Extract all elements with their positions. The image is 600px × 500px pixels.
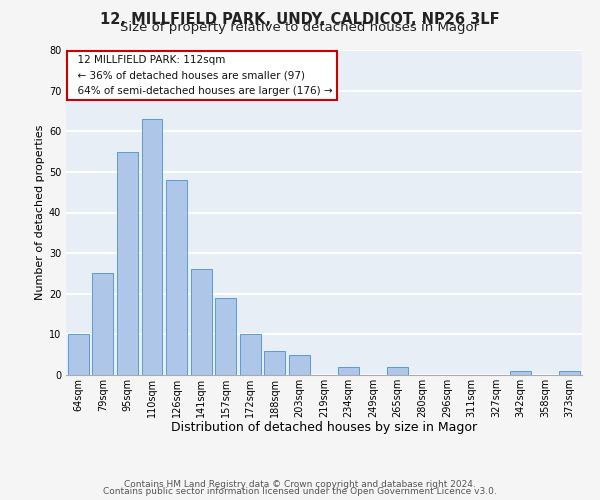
Text: Contains public sector information licensed under the Open Government Licence v3: Contains public sector information licen…: [103, 488, 497, 496]
Bar: [265, 350, 286, 375]
Bar: [240, 334, 261, 375]
Y-axis label: Number of detached properties: Number of detached properties: [35, 125, 44, 300]
Bar: [92, 274, 113, 375]
Bar: [117, 152, 138, 375]
Text: 12, MILLFIELD PARK, UNDY, CALDICOT, NP26 3LF: 12, MILLFIELD PARK, UNDY, CALDICOT, NP26…: [100, 12, 500, 28]
Bar: [387, 367, 408, 375]
Bar: [559, 371, 580, 375]
X-axis label: Distribution of detached houses by size in Magor: Distribution of detached houses by size …: [171, 422, 477, 434]
Bar: [215, 298, 236, 375]
Bar: [142, 119, 163, 375]
Text: 12 MILLFIELD PARK: 112sqm
  ← 36% of detached houses are smaller (97)
  64% of s: 12 MILLFIELD PARK: 112sqm ← 36% of detac…: [71, 55, 333, 96]
Bar: [68, 334, 89, 375]
Text: Contains HM Land Registry data © Crown copyright and database right 2024.: Contains HM Land Registry data © Crown c…: [124, 480, 476, 489]
Text: Size of property relative to detached houses in Magor: Size of property relative to detached ho…: [121, 22, 479, 35]
Bar: [166, 180, 187, 375]
Bar: [191, 270, 212, 375]
Bar: [289, 354, 310, 375]
Bar: [510, 371, 531, 375]
Bar: [338, 367, 359, 375]
